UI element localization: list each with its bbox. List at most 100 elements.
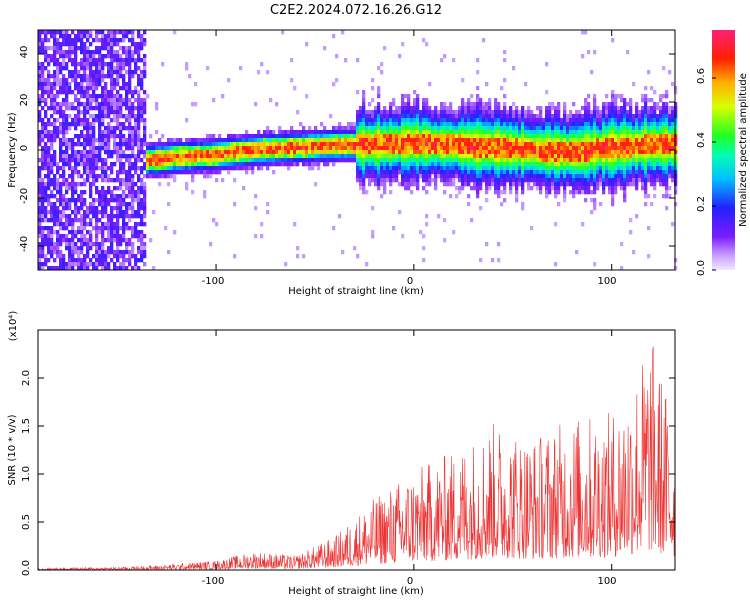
- spectrogram-cell: [125, 34, 129, 39]
- spectrogram-cell: [107, 238, 111, 243]
- spectrogram-cell: [431, 178, 435, 183]
- spectrogram-cell: [152, 210, 156, 215]
- spectrogram-cell: [377, 122, 381, 127]
- spectrogram-cell: [440, 114, 444, 119]
- spectrogram-cell: [668, 134, 672, 139]
- spectrogram-cell: [38, 134, 42, 139]
- spectrogram-cell: [317, 138, 321, 143]
- spectrogram-cell: [413, 126, 417, 131]
- spectrogram-cell: [119, 170, 123, 175]
- spectrogram-cell: [521, 122, 525, 127]
- spectrogram-y-tick-label: 0: [19, 145, 30, 151]
- spectrogram-cell: [260, 234, 264, 239]
- spectrogram-cell: [113, 178, 117, 183]
- spectrogram-cell: [479, 118, 483, 123]
- spectrogram-cell: [593, 122, 597, 127]
- spectrogram-cell: [77, 98, 81, 103]
- spectrogram-x-axis-label: Height of straight line (km): [288, 286, 424, 297]
- colorbar-label: Normalized spectral amplitude: [738, 73, 749, 227]
- spectrogram-cell: [224, 158, 228, 163]
- spectrogram-cell: [98, 226, 102, 231]
- spectrogram-cell: [86, 106, 90, 111]
- spectrogram-cell: [110, 118, 114, 123]
- spectrogram-cell: [575, 178, 579, 183]
- spectrogram-cell: [254, 102, 258, 107]
- spectrogram-cell: [491, 110, 495, 115]
- spectrogram-cell: [278, 154, 282, 159]
- spectrogram-cell: [116, 230, 120, 235]
- spectrogram-cell: [80, 50, 84, 55]
- spectrogram-cell: [386, 122, 390, 127]
- spectrogram-cell: [83, 42, 87, 47]
- spectrogram-cell: [599, 126, 603, 131]
- spectrogram-cell: [602, 142, 606, 147]
- spectrogram-cell: [230, 150, 234, 155]
- spectrogram-cell: [113, 254, 117, 259]
- spectrogram-cell: [476, 194, 480, 199]
- spectrogram-cell: [335, 138, 339, 143]
- spectrogram-cell: [518, 110, 522, 115]
- spectrogram-cell: [344, 154, 348, 159]
- spectrogram-cell: [362, 170, 366, 175]
- spectrogram-cell: [422, 178, 426, 183]
- spectrogram-cell: [425, 114, 429, 119]
- spectrogram-cell: [398, 122, 402, 127]
- spectrogram-cell: [311, 130, 315, 135]
- spectrogram-cell: [68, 54, 72, 59]
- spectrogram-cell: [569, 114, 573, 119]
- spectrogram-cell: [470, 126, 474, 131]
- spectrogram-cell: [656, 102, 660, 107]
- spectrogram-cell: [41, 30, 45, 35]
- spectrogram-cell: [134, 134, 138, 139]
- spectrogram-cell: [566, 182, 570, 187]
- spectrogram-cell: [611, 38, 615, 43]
- spectrogram-cell: [53, 158, 57, 163]
- spectrogram-cell: [443, 238, 447, 243]
- spectrogram-cell: [473, 130, 477, 135]
- spectrogram-cell: [137, 210, 141, 215]
- spectrogram-cell: [62, 214, 66, 219]
- spectrogram-cell: [71, 226, 75, 231]
- spectrogram-cell: [389, 114, 393, 119]
- spectrogram-cell: [53, 134, 57, 139]
- spectrogram-cell: [422, 146, 426, 151]
- spectrogram-cell: [380, 114, 384, 119]
- spectrogram-cell: [110, 250, 114, 255]
- spectrogram-cell: [560, 178, 564, 183]
- spectrogram-cell: [395, 122, 399, 127]
- spectrogram-cell: [131, 54, 135, 59]
- spectrogram-cell: [542, 182, 546, 187]
- spectrogram-cell: [584, 170, 588, 175]
- spectrogram-cell: [233, 146, 237, 151]
- spectrogram-cell: [452, 58, 456, 63]
- spectrogram-cell: [224, 166, 228, 171]
- spectrogram-cell: [626, 142, 630, 147]
- spectrogram-cell: [89, 234, 93, 239]
- spectrogram-cell: [452, 118, 456, 123]
- spectrogram-cell: [62, 58, 66, 63]
- spectrogram-cell: [380, 138, 384, 143]
- spectrogram-cell: [104, 214, 108, 219]
- spectrogram-cell: [410, 174, 414, 179]
- spectrogram-cell: [113, 138, 117, 143]
- spectrogram-cell: [272, 146, 276, 151]
- spectrogram-cell: [131, 194, 135, 199]
- spectrogram-cell: [575, 162, 579, 167]
- spectrogram-cell: [650, 134, 654, 139]
- spectrogram-cell: [635, 114, 639, 119]
- spectrogram-cell: [362, 94, 366, 99]
- spectrogram-cell: [422, 114, 426, 119]
- spectrogram-cell: [116, 126, 120, 131]
- spectrogram-cell: [65, 214, 69, 219]
- spectrogram-cell: [104, 226, 108, 231]
- spectrogram-cell: [635, 170, 639, 175]
- spectrogram-cell: [50, 170, 54, 175]
- spectrogram-cell: [50, 82, 54, 87]
- spectrogram-cell: [620, 98, 624, 103]
- spectrogram-cell: [83, 102, 87, 107]
- spectrogram-cell: [158, 182, 162, 187]
- spectrogram-cell: [134, 138, 138, 143]
- spectrogram-cell: [506, 138, 510, 143]
- spectrogram-cell: [131, 210, 135, 215]
- spectrogram-cell: [425, 146, 429, 151]
